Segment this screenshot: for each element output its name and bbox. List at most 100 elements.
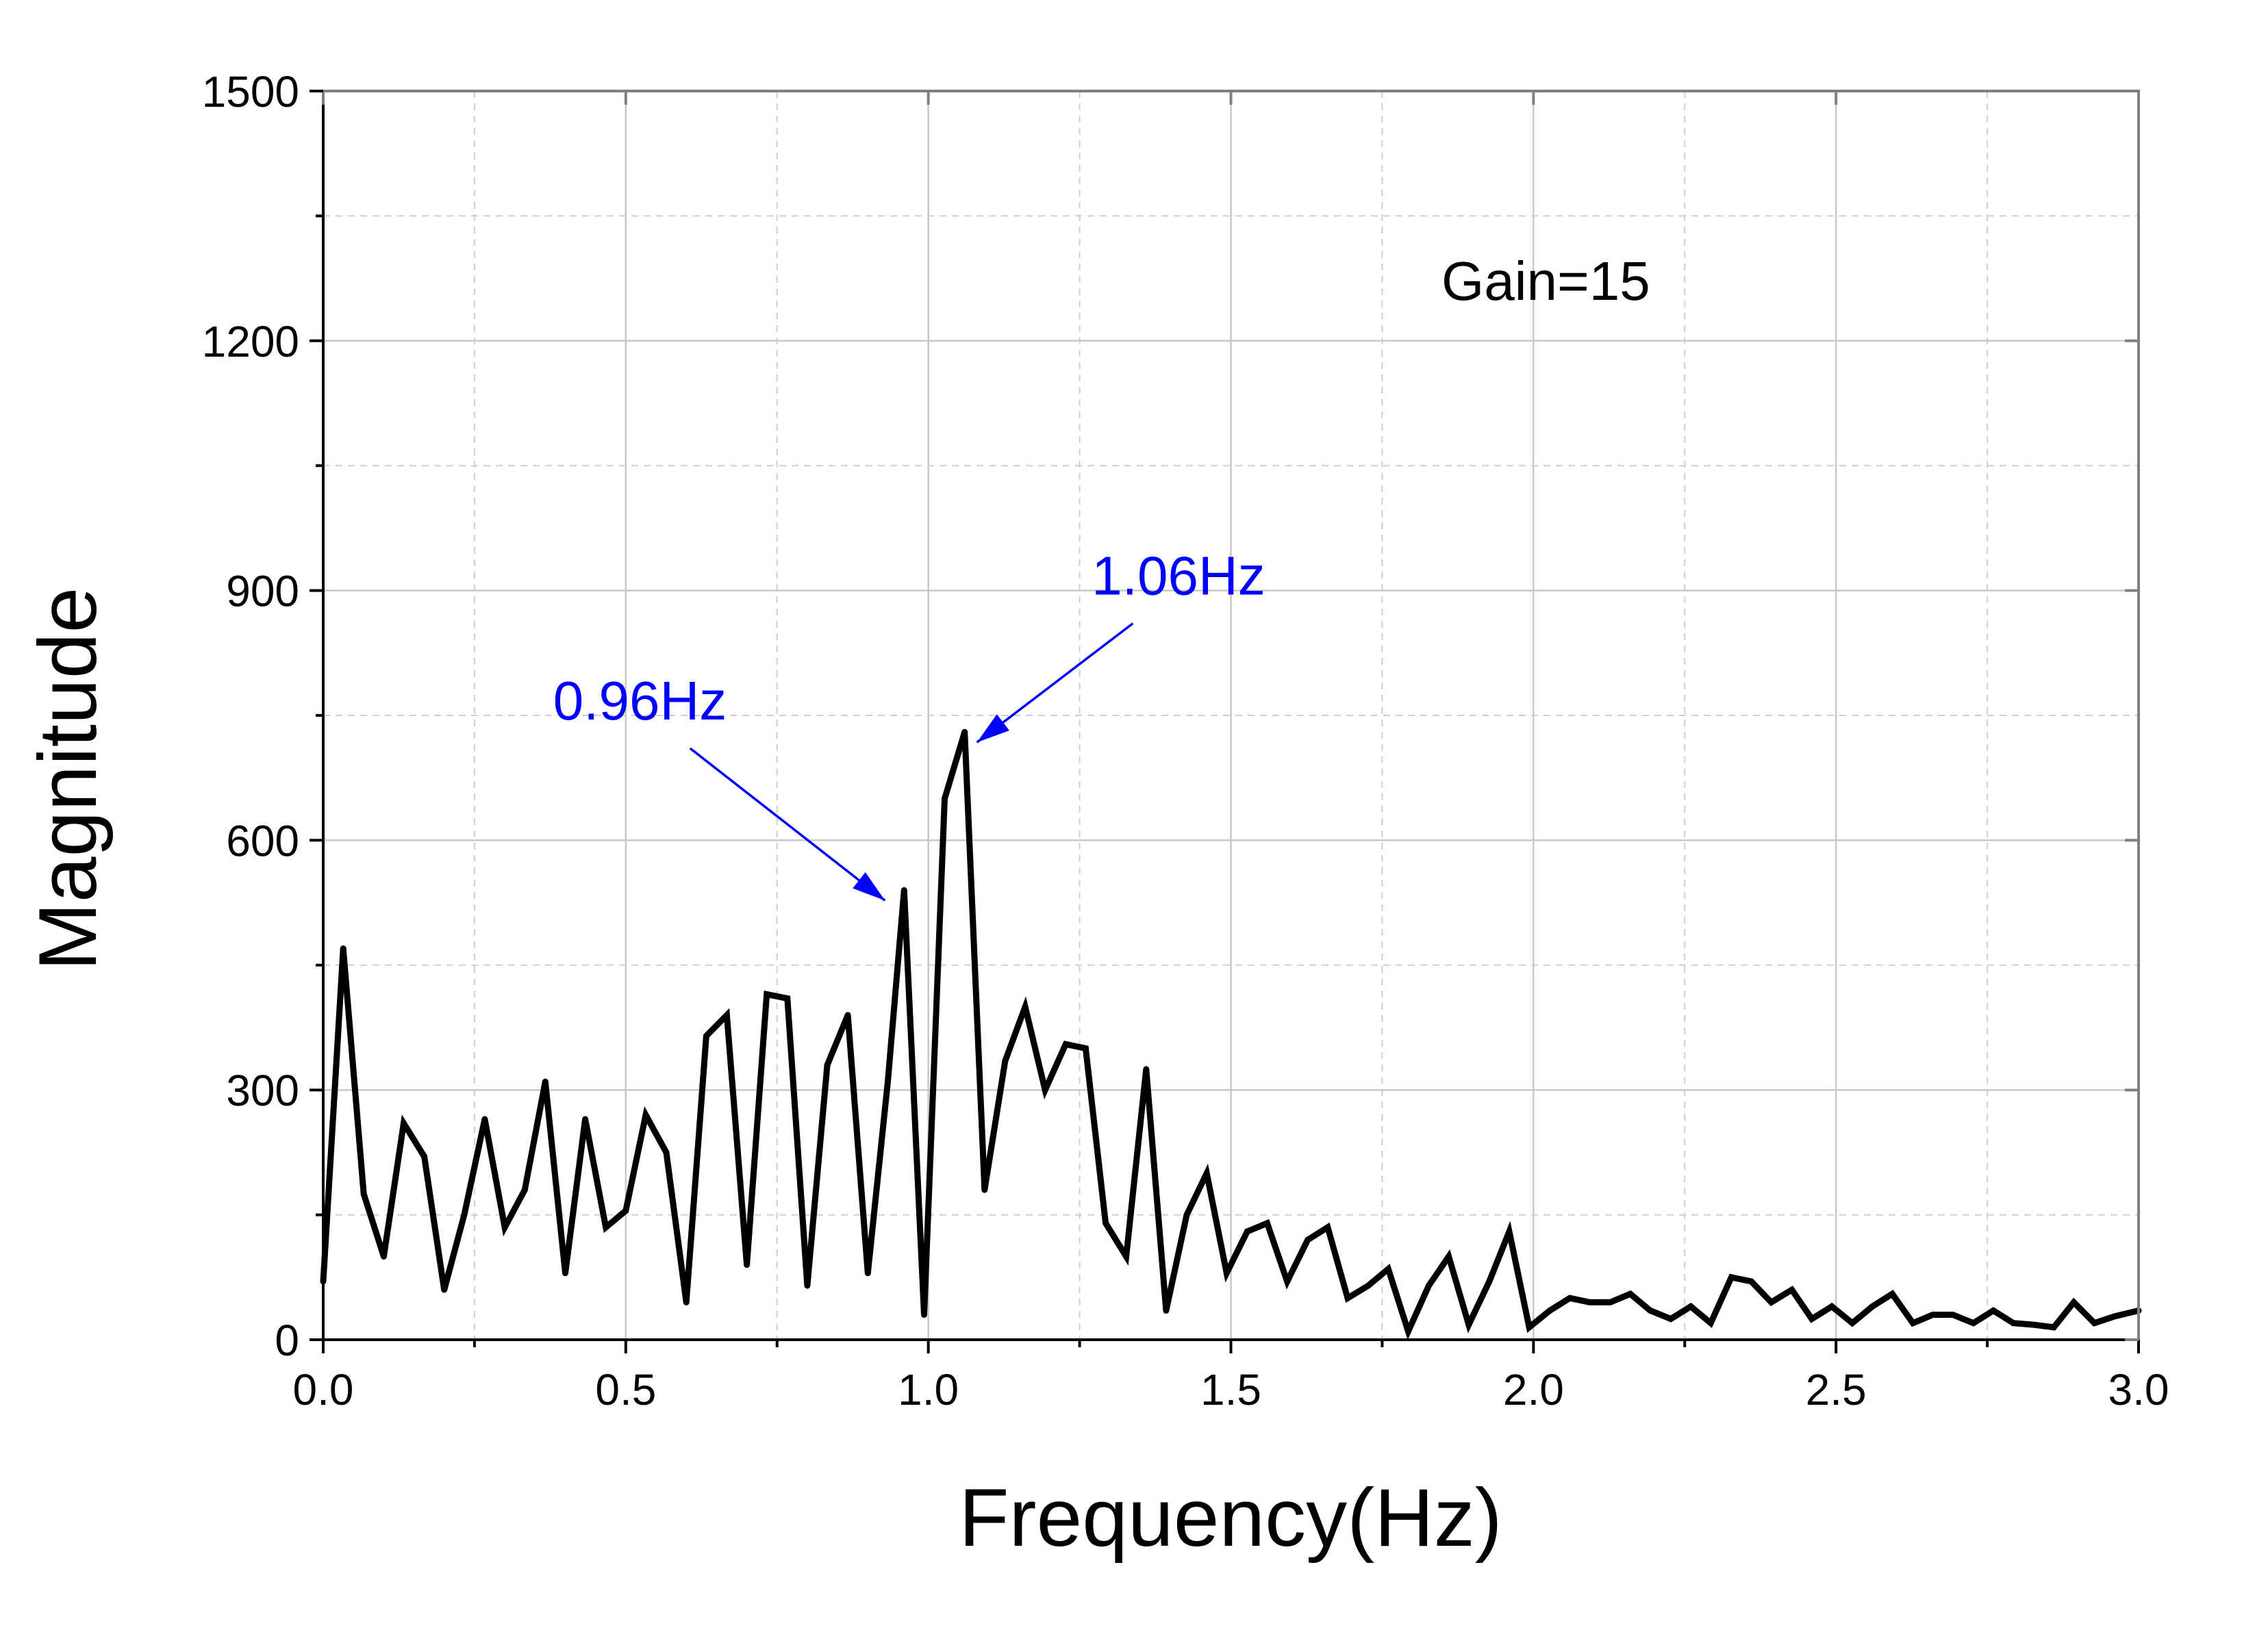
data-point <box>1587 1299 1593 1306</box>
data-point <box>784 995 791 1002</box>
data-point <box>764 991 770 997</box>
data-point <box>1990 1307 1997 1314</box>
data-point <box>1930 1312 1937 1318</box>
data-point <box>1607 1299 1614 1306</box>
data-point <box>542 1078 549 1085</box>
data-point <box>2070 1299 2077 1306</box>
data-point <box>461 1212 468 1219</box>
data-point <box>481 1116 488 1123</box>
data-point <box>2091 1320 2097 1327</box>
data-point <box>1627 1290 1634 1297</box>
data-point <box>864 1270 871 1277</box>
data-point <box>1849 1320 1856 1327</box>
data-point <box>421 1154 428 1160</box>
data-point <box>521 1186 528 1193</box>
data-point <box>1123 1253 1130 1260</box>
y-tick-label: 1200 <box>202 317 299 366</box>
data-point <box>1223 1270 1230 1277</box>
data-point <box>401 1120 407 1127</box>
data-point <box>1465 1321 1472 1328</box>
data-point <box>921 1312 927 1318</box>
data-point <box>603 1224 609 1231</box>
data-point <box>340 945 346 952</box>
y-tick-label: 300 <box>226 1066 299 1115</box>
data-point <box>1809 1316 1815 1323</box>
data-point <box>360 1190 367 1197</box>
data-point <box>1284 1278 1291 1285</box>
data-point <box>1143 1066 1150 1073</box>
data-point <box>2050 1324 2057 1331</box>
y-tick-label: 1500 <box>202 67 299 116</box>
y-tick-label: 900 <box>226 567 299 616</box>
x-axis-title: Frequency(Hz) <box>959 1472 1502 1564</box>
annotation-label: 0.96Hz <box>553 670 727 731</box>
data-point <box>683 1299 690 1306</box>
data-point <box>2111 1313 2118 1320</box>
data-point <box>1365 1282 1372 1289</box>
data-point <box>1022 1004 1029 1010</box>
data-point <box>2030 1321 2037 1328</box>
data-point <box>1002 1058 1009 1065</box>
data-point <box>622 1208 629 1214</box>
data-point <box>804 1282 811 1289</box>
data-point <box>663 1149 670 1156</box>
data-point <box>1042 1086 1048 1093</box>
x-tick-label: 3.0 <box>2108 1365 2169 1414</box>
x-tick-label: 0.5 <box>595 1365 656 1414</box>
data-point <box>824 1062 831 1069</box>
data-point <box>1082 1045 1089 1052</box>
data-point <box>1526 1324 1533 1331</box>
axis-ticks <box>310 90 2140 1353</box>
data-point <box>1566 1295 1573 1301</box>
data-point <box>1768 1299 1775 1306</box>
data-point <box>1889 1290 1895 1297</box>
data-point <box>1506 1228 1513 1235</box>
data-point <box>1203 1170 1210 1177</box>
data-point <box>1667 1316 1674 1323</box>
grid <box>323 91 2139 1340</box>
data-point <box>1324 1224 1331 1231</box>
data-point <box>380 1253 387 1260</box>
annotation-label: 1.06Hz <box>1092 546 1265 607</box>
data-point <box>1385 1266 1391 1273</box>
x-tick-label: 2.0 <box>1503 1365 1564 1414</box>
data-point <box>642 1112 649 1119</box>
data-point <box>1707 1320 1714 1327</box>
data-point <box>900 887 907 893</box>
data-point <box>1426 1282 1432 1289</box>
data-point <box>961 728 968 735</box>
gain-note: Gain=15 <box>1441 251 1650 311</box>
x-tick-label: 2.5 <box>1806 1365 1867 1414</box>
y-tick-label: 600 <box>226 816 299 865</box>
tick-labels: 0.0 0.5 1.0 1.5 2.0 2.5 3.0 0 300 600 900 1200 1500 <box>202 67 2169 1414</box>
data-point <box>1546 1307 1553 1314</box>
annotation-arrow-head <box>853 871 885 901</box>
data-point <box>885 1078 891 1085</box>
annotation-arrow-head <box>977 714 1009 743</box>
data-point <box>981 1186 988 1193</box>
data-point <box>1950 1312 1956 1318</box>
data-point <box>1102 1220 1109 1227</box>
data-point <box>1748 1278 1754 1285</box>
data-point <box>441 1286 448 1293</box>
data-point <box>844 1012 851 1019</box>
data-point <box>1446 1253 1452 1260</box>
data-point <box>1163 1307 1170 1314</box>
y-tick-label: 0 <box>275 1316 299 1365</box>
x-tick-label: 0.0 <box>293 1365 354 1414</box>
data-point <box>703 1032 709 1039</box>
y-axis-title: Magnitude <box>22 587 114 971</box>
x-tick-label: 1.0 <box>898 1365 959 1414</box>
data-point <box>744 1262 751 1269</box>
data-point <box>1909 1320 1916 1327</box>
data-point <box>1344 1295 1351 1301</box>
data-point <box>2010 1320 2017 1327</box>
data-point <box>1183 1212 1190 1219</box>
data-point <box>582 1116 589 1123</box>
data-point <box>1789 1286 1796 1293</box>
data-points <box>320 728 2142 1335</box>
data-point <box>1062 1041 1069 1047</box>
data-point <box>562 1270 568 1277</box>
data-point <box>1728 1274 1735 1281</box>
